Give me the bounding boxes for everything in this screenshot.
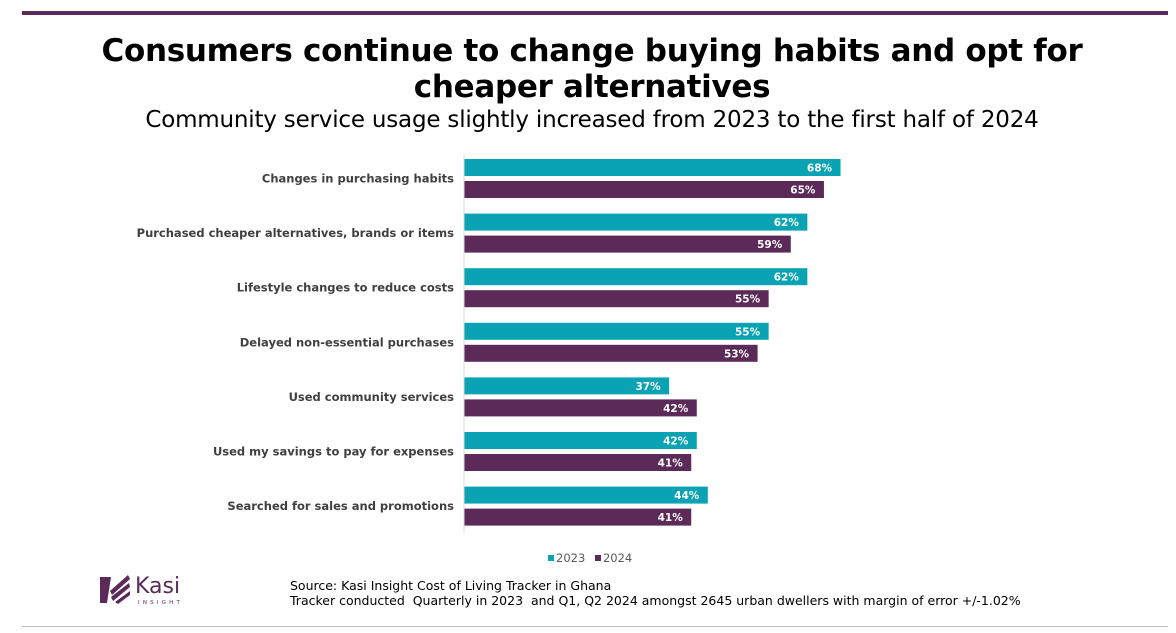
logo-subtitle: INSIGHT [138,600,184,606]
bar-2024-cat-6 [464,508,692,526]
bar-2024-cat-4 [464,399,697,417]
bar-2023-cat-2 [464,268,808,286]
bar-2024-cat-1 [464,235,791,253]
value-label-2024-cat-0: 65% [790,185,816,197]
bar-2024-cat-0 [464,181,824,198]
legend-label-2024: 2024 [602,551,633,565]
bar-2023-cat-3 [464,322,769,340]
value-label-2024-cat-4: 42% [663,403,689,415]
bar-2024-cat-2 [464,290,769,308]
legend-swatch-2023 [548,555,554,561]
chart-legend: 2023 2024 [548,550,638,565]
legend-item-2023: 2023 [548,551,585,565]
kasi-logo: Kasi INSIGHT [98,573,208,613]
value-label-2024-cat-1: 59% [757,239,783,251]
bar-2024-cat-3 [464,344,758,362]
value-label-2023-cat-0: 68% [807,163,833,175]
source-line-2: Tracker conducted Quarterly in 2023 and … [290,592,1021,608]
value-label-2024-cat-3: 53% [724,348,750,360]
bar-2023-cat-0 [464,159,841,176]
category-label-cat-0: Changes in purchasing habits [262,172,454,186]
category-label-cat-3: Delayed non-essential purchases [240,335,454,349]
kasi-logo-mark-icon [100,575,130,604]
value-label-2023-cat-1: 62% [774,217,800,229]
value-label-2023-cat-2: 62% [774,272,800,284]
category-label-cat-4: Used community services [289,390,455,404]
bar-2023-cat-4 [464,377,670,395]
bottom-rule [22,626,1168,627]
bar-2024-cat-5 [464,454,692,471]
bar-2023-cat-1 [464,213,808,231]
value-label-2023-cat-5: 42% [663,436,689,448]
legend-label-2023: 2023 [556,551,586,565]
source-line-1: Source: Kasi Insight Cost of Living Trac… [290,578,612,593]
chart-subtitle: Community service usage slightly increas… [145,107,1039,133]
value-label-2023-cat-4: 37% [635,381,661,393]
legend-item-2024: 2024 [594,551,633,565]
bar-2023-cat-6 [464,486,708,504]
top-accent-rule [22,11,1168,15]
category-label-cat-5: Used my savings to pay for expenses [213,445,454,459]
value-label-2024-cat-6: 41% [658,512,684,524]
bar-2023-cat-5 [464,432,697,449]
value-label-2024-cat-2: 55% [735,294,761,306]
category-label-cat-2: Lifestyle changes to reduce costs [237,281,454,295]
chart-title: Consumers continue to change buying habi… [101,33,1083,105]
category-label-cat-6: Searched for sales and promotions [227,499,454,513]
value-label-2023-cat-6: 44% [674,490,700,502]
legend-swatch-2024 [594,555,601,561]
value-label-2023-cat-3: 55% [735,326,761,338]
value-label-2024-cat-5: 41% [658,458,684,470]
category-label-cat-1: Purchased cheaper alternatives, brands o… [137,226,455,240]
source-note: Source: Kasi Insight Cost of Living Trac… [290,578,1021,608]
logo-name: Kasi [135,574,181,599]
